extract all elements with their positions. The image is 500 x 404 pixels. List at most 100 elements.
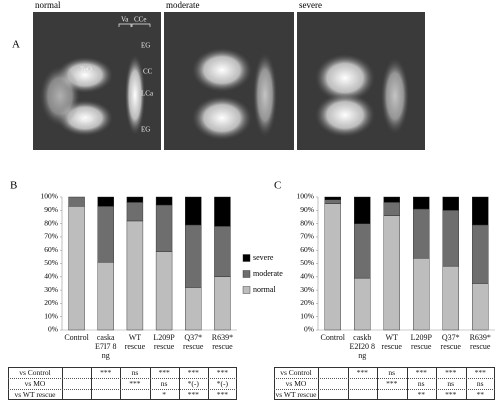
bar-segment	[68, 206, 85, 331]
row-label: vs MO	[24, 379, 46, 388]
x-tick-label: L209P rescue	[153, 333, 175, 351]
y-tick-label: 50%	[44, 258, 58, 267]
image-feature	[381, 58, 409, 134]
row-label: vs WT rescue	[14, 390, 56, 399]
table-column-line	[436, 367, 437, 400]
panel-label: C	[274, 180, 281, 192]
table-column-line	[347, 367, 349, 400]
bar-segment	[214, 226, 231, 277]
table-cell: **	[476, 390, 485, 399]
panel-label: A	[12, 39, 20, 51]
row-label: vs WT rescue	[275, 390, 317, 399]
annotation: EG	[141, 42, 150, 50]
image-title: moderate	[166, 0, 199, 10]
bar-segment	[472, 196, 489, 226]
bar-segment	[324, 199, 341, 204]
x-tick-label: caska E7I7 8 ng	[94, 333, 117, 360]
annotation: CC	[143, 68, 153, 76]
y-tick-label: 30%	[300, 285, 314, 294]
table-cell: ***	[187, 368, 199, 377]
bar-segment	[155, 196, 173, 206]
y-tick-label: 40%	[300, 272, 314, 281]
table-column-line	[178, 367, 180, 400]
bar-segment	[324, 203, 341, 331]
table-cell: ***	[187, 390, 199, 399]
table-cell: ns	[447, 379, 455, 388]
table-column-line	[318, 367, 319, 400]
table-column-line	[377, 367, 378, 400]
y-tick-label: 60%	[44, 245, 58, 254]
annotation: EG	[141, 126, 150, 134]
x-tick-label: L209P rescue	[410, 333, 432, 351]
table-cell: ***	[445, 390, 457, 399]
bar-segment	[383, 215, 400, 331]
y-tick-label: 0%	[48, 325, 58, 334]
bar-segment	[155, 204, 173, 252]
table-cell: ***	[216, 390, 229, 399]
table-column-line	[406, 367, 408, 400]
annotation: CCe	[134, 16, 146, 24]
x-tick-label: Control	[64, 333, 89, 342]
row-label: vs MO	[285, 379, 307, 388]
annotation: TeO	[80, 116, 92, 124]
table-cell: ***	[356, 368, 368, 377]
table-cell: *(-)	[187, 379, 199, 388]
annotation: TeO	[80, 66, 92, 74]
row-label: vs Control	[19, 368, 51, 377]
y-tick-label: 20%	[300, 298, 314, 307]
bar-segment	[126, 196, 144, 203]
bar-segment	[97, 206, 114, 263]
image-title: severe	[299, 0, 322, 10]
table-border	[8, 367, 237, 400]
x-tick-label: Control	[320, 333, 345, 342]
bar-segment	[472, 283, 489, 331]
y-tick-label: 50%	[300, 258, 314, 267]
bar-segment	[126, 202, 144, 222]
table-cell: *(-)	[216, 379, 229, 388]
bar-segment	[383, 202, 400, 216]
x-tick-label: Q37* rescue	[440, 333, 461, 351]
x-tick-label: WT rescue	[124, 333, 146, 351]
bar-segment	[68, 196, 85, 207]
table-cell: ns	[160, 379, 168, 388]
x-tick-label: Q37* rescue	[183, 333, 204, 351]
table-cell: ***	[158, 368, 170, 377]
y-tick-label: 70%	[44, 232, 58, 241]
legend-label: severe	[253, 253, 274, 262]
table-column-line	[91, 367, 93, 400]
bar-segment	[413, 257, 430, 331]
bar-segment	[442, 265, 459, 331]
legend-label: moderate	[253, 269, 283, 278]
table-row-line	[274, 389, 495, 390]
y-tick-label: 80%	[44, 218, 58, 227]
bar-segment	[442, 196, 459, 211]
bar-segment	[97, 196, 114, 207]
bar-segment	[354, 196, 371, 224]
y-tick-label: 60%	[300, 245, 314, 254]
bar-segment	[126, 220, 144, 331]
x-tick-label: R639* rescue	[211, 333, 234, 351]
panel-label: B	[10, 180, 17, 192]
table-cell: ns	[476, 379, 484, 388]
y-tick-label: 90%	[300, 205, 314, 214]
bar-segment	[472, 224, 489, 284]
table-column-line	[207, 367, 209, 400]
image-feature	[40, 66, 80, 126]
table-row-line	[8, 389, 237, 390]
legend-swatch	[242, 286, 251, 294]
y-tick-label: 70%	[300, 232, 314, 241]
bar-segment	[185, 224, 202, 288]
table-row-line	[274, 378, 495, 379]
table-cell: ns	[388, 368, 396, 377]
annotation: Va	[121, 16, 129, 24]
bar-segment	[185, 287, 202, 331]
image-feature	[253, 53, 277, 137]
y-tick-label: 40%	[44, 272, 58, 281]
table-column-line	[120, 367, 122, 400]
x-tick-label: caskb E2I20 8 ng	[349, 333, 376, 360]
y-tick-label: 100%	[297, 192, 315, 201]
bar-segment	[185, 196, 202, 226]
row-label: vs Control	[280, 368, 312, 377]
y-tick-label: 10%	[44, 311, 58, 320]
